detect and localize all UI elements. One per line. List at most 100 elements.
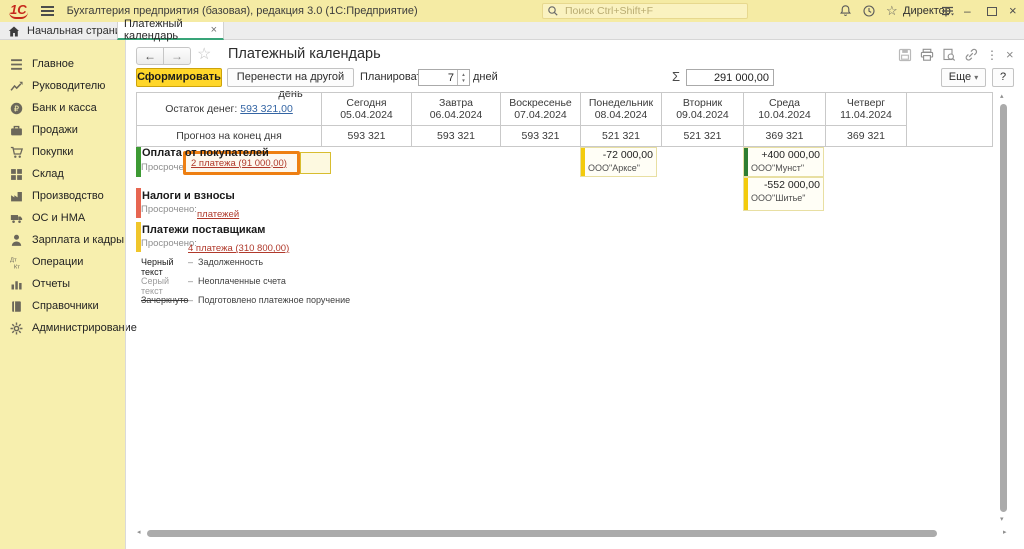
total-sum-input[interactable] xyxy=(686,69,774,86)
main-menu-icon[interactable] xyxy=(40,6,54,16)
legend: Черный текст – Задолженность Серый текст… xyxy=(141,257,350,306)
section-title-taxes: Налоги и взносы xyxy=(142,190,235,202)
print-icon[interactable] xyxy=(920,48,934,62)
sidebar-item-production[interactable]: Производство xyxy=(0,185,125,207)
legend-term: Черный текст xyxy=(141,257,174,277)
favorites-button[interactable]: ☆ xyxy=(886,0,898,22)
spin-down-icon[interactable]: ▼ xyxy=(461,77,466,83)
section-title-incoming: Оплата от покупателей xyxy=(142,147,269,159)
svg-text:Дт: Дт xyxy=(10,257,17,263)
tab-home[interactable]: Начальная страница xyxy=(8,22,133,40)
sidebar-label: Операции xyxy=(32,256,84,268)
payment-event-cell[interactable]: +400 000,00 ООО"Мунст" xyxy=(743,147,824,177)
generate-button[interactable]: Сформировать xyxy=(136,68,222,87)
vertical-scrollbar-thumb[interactable] xyxy=(1000,104,1007,512)
stepper-arrows[interactable]: ▲ ▼ xyxy=(457,70,469,85)
section-bar-green xyxy=(136,147,141,177)
preview-icon[interactable] xyxy=(942,48,956,62)
notifications-button[interactable] xyxy=(839,0,852,22)
tab-payment-calendar[interactable]: Платежный календарь × xyxy=(117,18,224,42)
save-icon[interactable] xyxy=(898,48,912,62)
balance-link[interactable]: 593 321,00 xyxy=(240,103,293,115)
scroll-left-icon[interactable]: ◂ xyxy=(137,529,141,536)
top-bar: 1С Бухгалтерия предприятия (базовая), ре… xyxy=(0,0,1024,22)
svg-text:Кт: Кт xyxy=(14,264,20,268)
sidebar-item-purchases[interactable]: Покупки xyxy=(0,141,125,163)
back-arrow-icon: ← xyxy=(144,49,156,63)
scroll-right-icon[interactable]: ▸ xyxy=(1003,529,1007,536)
nav-back-button[interactable]: ← xyxy=(136,47,164,65)
overdue-payments-link[interactable]: 2 платежа (91 000,00) xyxy=(191,157,287,169)
sidebar-label: Склад xyxy=(32,168,64,180)
home-icon xyxy=(8,26,19,36)
overdue-payments-link-wrap: платежей xyxy=(197,204,239,222)
global-search[interactable] xyxy=(542,3,748,19)
legend-desc: Неоплаченные счета xyxy=(198,276,286,286)
sidebar-item-sales[interactable]: Продажи xyxy=(0,119,125,141)
legend-dash: – xyxy=(188,257,194,267)
forecast-cell: 593 321 xyxy=(500,125,581,147)
nav-forward-button[interactable]: → xyxy=(163,47,191,65)
forecast-cell: 369 321 xyxy=(825,125,907,147)
forecast-label-cell: Прогноз на конец дня xyxy=(136,125,322,147)
overdue-payments-link[interactable]: платежей xyxy=(197,209,240,220)
more-actions-icon[interactable]: ⋮ xyxy=(986,47,998,62)
sidebar-item-operations[interactable]: Дт Кт Операции xyxy=(0,251,125,273)
more-button[interactable]: Еще ▾ xyxy=(941,68,986,87)
plan-units-label: дней xyxy=(473,71,498,83)
sidebar-item-bank-cash[interactable]: ₽ Банк и касса xyxy=(0,97,125,119)
forecast-cell: 521 321 xyxy=(580,125,662,147)
day-column-header: Четверг 11.04.2024 xyxy=(825,92,907,126)
payment-event-cell[interactable]: -72 000,00 ООО"Арксе" xyxy=(580,147,657,177)
sidebar-label: Зарплата и кадры xyxy=(32,234,125,246)
plan-days-stepper[interactable]: ▲ ▼ xyxy=(418,69,470,86)
add-favorite-button[interactable]: ☆ xyxy=(197,47,211,63)
search-icon xyxy=(548,6,558,16)
move-to-day-button[interactable]: Перенести на другой день xyxy=(227,68,354,100)
sidebar-item-fixed-assets[interactable]: ОС и НМА xyxy=(0,207,125,229)
horizontal-scrollbar-thumb[interactable] xyxy=(147,530,937,537)
scroll-down-icon[interactable]: ▾ xyxy=(1000,516,1004,523)
current-cell-cursor[interactable] xyxy=(300,152,331,174)
plan-label: Планировать: xyxy=(360,71,431,83)
sidebar-item-reports[interactable]: Отчеты xyxy=(0,273,125,295)
calendar-table: Остаток денег: 593 321,00 Сегодня 05.04.2… xyxy=(136,92,993,147)
link-icon[interactable] xyxy=(964,48,978,62)
restore-button[interactable] xyxy=(987,0,997,22)
day-column-header: Среда 10.04.2024 xyxy=(743,92,826,126)
spin-up-icon[interactable]: ▲ xyxy=(461,71,466,77)
tab-close-icon[interactable]: × xyxy=(210,23,217,36)
balance-label: Остаток денег: xyxy=(165,103,238,115)
sidebar-label: Отчеты xyxy=(32,278,71,290)
sidebar-item-warehouse[interactable]: Склад xyxy=(0,163,125,185)
history-button[interactable] xyxy=(862,0,876,22)
bell-icon xyxy=(840,5,851,16)
sidebar-item-main[interactable]: Главное xyxy=(0,53,125,75)
overdue-payments-link[interactable]: 4 платежа (310 800,00) xyxy=(188,243,290,254)
plan-days-input[interactable] xyxy=(419,70,457,85)
forward-arrow-icon: → xyxy=(171,49,183,63)
user-menu[interactable]: Директор xyxy=(903,0,951,22)
scroll-up-icon[interactable]: ▴ xyxy=(1000,93,1004,100)
search-input[interactable] xyxy=(563,4,747,18)
minimize-button[interactable]: – xyxy=(964,0,971,22)
sidebar-item-salary-hr[interactable]: Зарплата и кадры xyxy=(0,229,125,251)
close-window-button[interactable]: × xyxy=(1009,0,1017,22)
sidebar-item-manager[interactable]: Руководителю xyxy=(0,75,125,97)
cart-icon xyxy=(10,146,23,158)
sigma-icon: Σ xyxy=(672,69,681,84)
close-form-icon[interactable]: × xyxy=(1006,47,1014,62)
dropdown-icon: ▾ xyxy=(974,73,979,82)
payment-event-cell[interactable]: -552 000,00 ООО"Шитье" xyxy=(743,177,824,211)
balance-header-cell: Остаток денег: 593 321,00 xyxy=(136,92,322,126)
sidebar-label: Банк и касса xyxy=(32,102,97,114)
event-marker-green xyxy=(744,148,748,176)
day-column-header: Вторник 09.04.2024 xyxy=(661,92,744,126)
service-menu-button[interactable] xyxy=(941,0,954,22)
help-button[interactable]: ? xyxy=(992,68,1014,87)
more-button-label: Еще xyxy=(948,71,972,83)
sidebar-item-directories[interactable]: Справочники xyxy=(0,295,125,317)
filler-cell xyxy=(906,92,993,147)
sidebar-item-administration[interactable]: Администрирование xyxy=(0,317,137,339)
legend-dash: – xyxy=(188,295,194,305)
